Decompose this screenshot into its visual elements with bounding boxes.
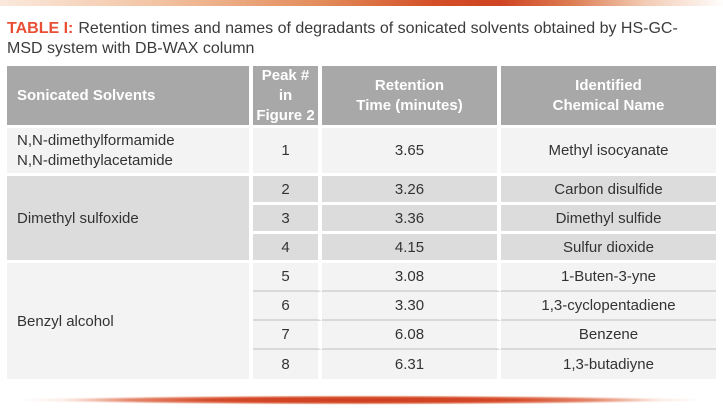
retention-cell: 3.30 (322, 292, 501, 322)
header-chemical-name: Identified Chemical Name (501, 65, 716, 129)
chemical-cell: Benzene (501, 321, 716, 351)
top-gradient-bar (0, 0, 723, 6)
retention-cell: 6.08 (322, 321, 501, 351)
header-peak-number: Peak # in Figure 2 (253, 65, 322, 129)
retention-cell: 6.31 (322, 350, 501, 380)
peak-cell: 7 (253, 321, 322, 351)
table-body: N,N-dimethylformamide N,N-dimethylacetam… (7, 128, 716, 380)
solvent-line: Dimethyl sulfoxide (17, 209, 139, 227)
chemical-cell: 1,3-cyclopentadiene (501, 292, 716, 322)
peak-cell: 6 (253, 292, 322, 322)
table-row: 3 3.36 Dimethyl sulfide (7, 205, 716, 235)
table-header: Sonicated Solvents Peak # in Figure 2 Re… (7, 65, 716, 129)
peak-cell: 5 (253, 263, 322, 293)
solvent-line: Benzyl alcohol (17, 312, 114, 330)
table-row: 7 6.08 Benzene (7, 321, 716, 351)
header-line: Identified (575, 76, 642, 94)
peak-cell: 4 (253, 234, 322, 264)
peak-cell: 3 (253, 205, 322, 235)
chemical-cell: Carbon disulfide (501, 176, 716, 206)
chemical-cell: Methyl isocyanate (501, 128, 716, 177)
table-caption-label: TABLE I: (7, 20, 74, 37)
solvent-cell: Benzyl alcohol (7, 263, 253, 380)
table-caption-text: Retention times and names of degradants … (7, 20, 678, 58)
header-retention-time: Retention Time (minutes) (322, 65, 501, 129)
header-line: Figure 2 (256, 106, 315, 124)
peak-cell: 8 (253, 350, 322, 380)
solvent-line: N,N-dimethylformamide (17, 132, 175, 150)
header-row: Sonicated Solvents Peak # in Figure 2 Re… (7, 65, 716, 129)
header-line: Peak # in (261, 66, 310, 104)
header-line: Time (minutes) (356, 96, 463, 114)
chemical-cell: Dimethyl sulfide (501, 205, 716, 235)
retention-cell: 3.26 (322, 176, 501, 206)
header-line: Chemical Name (552, 96, 665, 114)
chemical-cell: Sulfur dioxide (501, 234, 716, 264)
bottom-gradient-bar (17, 395, 706, 406)
table-row: Benzyl alcohol 5 3.08 1-Buten-3-yne (7, 263, 716, 380)
retention-cell: 3.65 (322, 128, 501, 177)
chemical-cell: 1,3-butadiyne (501, 350, 716, 380)
solvent-line: N,N-dimethylacetamide (17, 151, 173, 169)
degradants-table: Sonicated Solvents Peak # in Figure 2 Re… (7, 65, 716, 380)
chemical-cell: 1-Buten-3-yne (501, 263, 716, 293)
solvent-cell: N,N-dimethylformamide N,N-dimethylacetam… (7, 128, 253, 177)
table-caption: TABLE I: Retention times and names of deg… (7, 19, 713, 60)
peak-cell: 1 (253, 128, 322, 177)
header-line: Retention (374, 76, 445, 94)
table-row: Dimethyl sulfoxide 2 3.26 Carbon disulfi… (7, 176, 716, 264)
header-sonicated-solvents: Sonicated Solvents (7, 65, 253, 129)
peak-cell: 2 (253, 176, 322, 206)
table-row: 6 3.30 1,3-cyclopentadiene (7, 292, 716, 322)
table-row: 4 4.15 Sulfur dioxide (7, 234, 716, 264)
table-row: N,N-dimethylformamide N,N-dimethylacetam… (7, 128, 716, 177)
retention-cell: 4.15 (322, 234, 501, 264)
retention-cell: 3.08 (322, 263, 501, 293)
header-line: Sonicated Solvents (17, 86, 156, 104)
solvent-cell: Dimethyl sulfoxide (7, 176, 253, 264)
table-row: 8 6.31 1,3-butadiyne (7, 350, 716, 380)
retention-cell: 3.36 (322, 205, 501, 235)
